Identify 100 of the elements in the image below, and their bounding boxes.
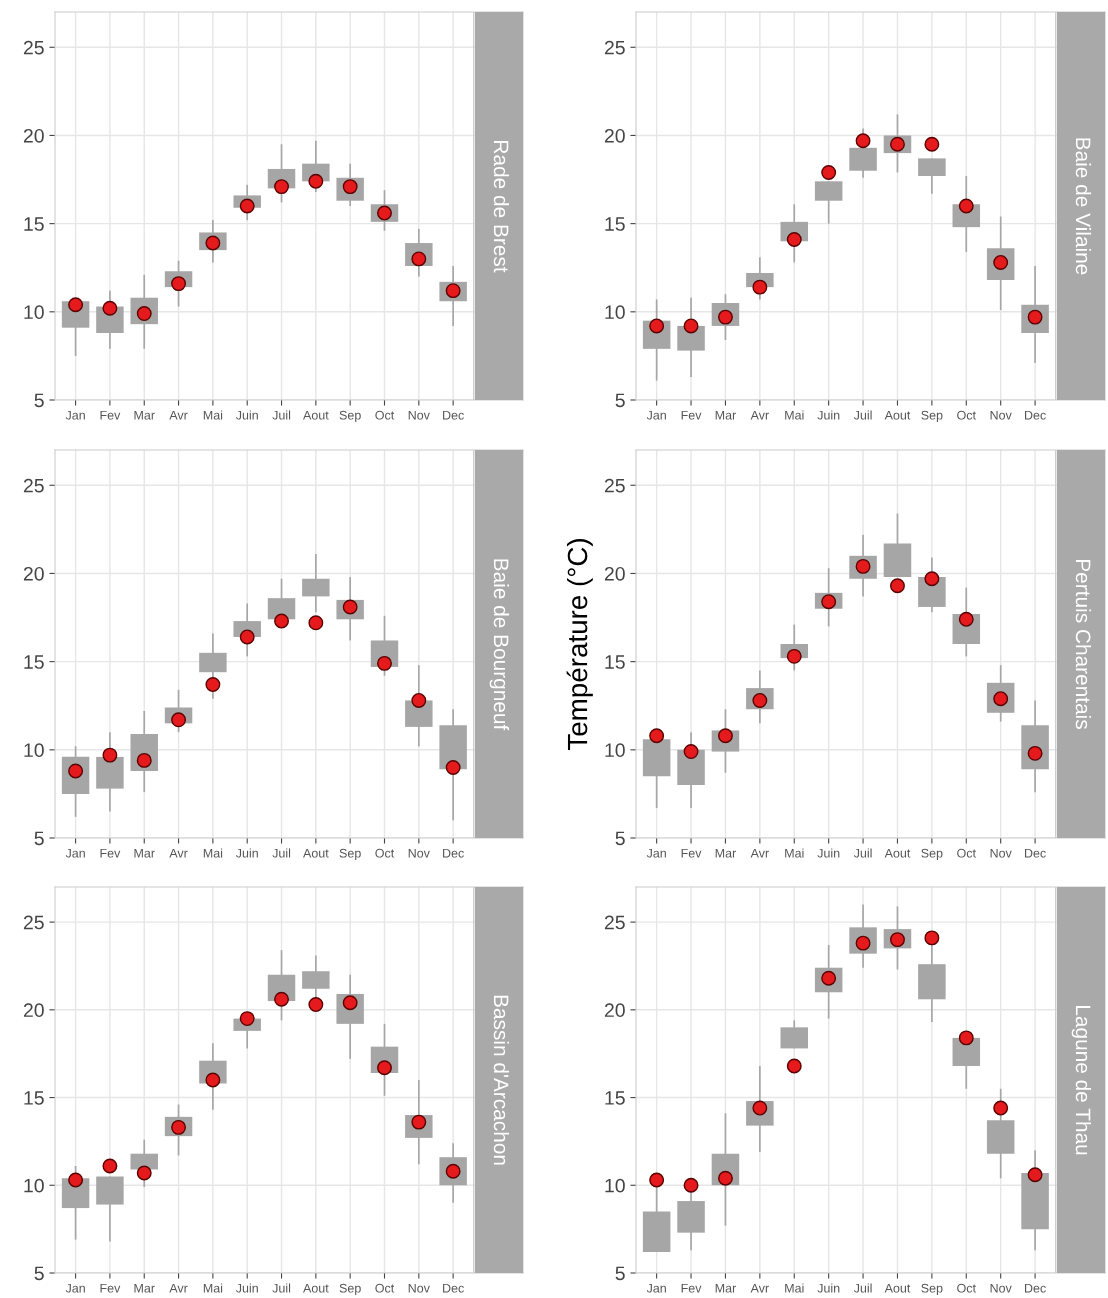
y-tick-label: 10 [605, 743, 625, 758]
x-tick-label: Avr [169, 410, 188, 420]
y-tick-label: 15 [24, 1091, 44, 1105]
point [308, 173, 324, 189]
x-tick-label: Juil [853, 410, 872, 420]
y-tick-label: 20 [604, 1003, 625, 1018]
x-tick-label: Jan [646, 410, 666, 420]
x-tick-label: Aout [303, 848, 329, 858]
x-tick-label: Avr [750, 1283, 769, 1293]
y-tick-label: 5 [615, 1266, 625, 1281]
x-tick-label: Jan [65, 848, 85, 858]
x-tick-label: Mar [134, 848, 155, 858]
x-tick-label: Juin [235, 848, 258, 858]
point [752, 279, 768, 295]
x-tick-label: Nov [990, 1283, 1012, 1293]
x-tick-label: Dec [443, 848, 464, 858]
y-tick-label: 10 [24, 1178, 44, 1193]
y-tick-label: 10 [605, 1178, 625, 1193]
y-tick-label: 10 [605, 305, 625, 320]
x-tick-label: Jan [646, 1283, 666, 1293]
point [855, 133, 871, 149]
x-tick-label: Aout [303, 410, 329, 420]
point [274, 613, 289, 629]
x-tick-label: Mar [715, 1283, 737, 1293]
point [649, 728, 665, 744]
x-tick-label: Sep [339, 848, 361, 861]
text: Pertuis Charentais [1075, 560, 1092, 729]
y-tick-label: 25 [23, 915, 44, 930]
y-tick-label: 15 [605, 217, 625, 231]
y-tick-label: 25 [23, 40, 44, 55]
point [1027, 1167, 1043, 1183]
x-tick-label: Aout [884, 410, 911, 420]
x-tick-label: Sep [339, 410, 361, 423]
point [958, 1030, 974, 1046]
x-tick-label: Mai [203, 410, 223, 420]
x-tick-label: Fev [681, 1283, 702, 1293]
x-tick-label: Oct [375, 848, 395, 858]
y-tick-label: 10 [24, 743, 44, 758]
point [68, 1172, 84, 1188]
point [377, 655, 392, 671]
x-tick-label: Mar [715, 410, 737, 420]
y-tick-label: 5 [615, 831, 625, 846]
y-tick-label: 5 [34, 1266, 44, 1281]
x-tick-label: Aout [884, 1283, 911, 1293]
x-tick-label: Juil [853, 848, 872, 858]
x-tick-label: Oct [375, 410, 395, 420]
x-tick-label: Juil [272, 848, 291, 858]
text: Baie de Vilaine [1075, 138, 1092, 275]
x-tick-label: Oct [957, 410, 976, 420]
point [683, 744, 699, 760]
y-tick-label: 20 [604, 128, 625, 143]
x-tick-label: Juil [853, 1283, 872, 1293]
y-tick-label: 5 [34, 393, 44, 408]
point [239, 1011, 255, 1027]
point [205, 677, 221, 693]
point [649, 318, 665, 334]
point [924, 136, 940, 152]
x-tick-label: Mar [134, 1283, 155, 1293]
point [958, 611, 974, 627]
x-tick-label: Fev [681, 410, 702, 420]
x-tick-label: Mar [134, 410, 155, 420]
point [274, 991, 289, 1007]
point [102, 300, 118, 316]
x-tick-label: Fev [100, 1283, 121, 1293]
x-tick-label: Nov [990, 848, 1012, 858]
x-tick-label: Mai [203, 848, 223, 858]
point [958, 198, 974, 214]
x-tick-label: Juin [235, 1283, 258, 1293]
x-tick-label: Nov [408, 848, 430, 858]
x-tick-label: Mai [785, 1283, 804, 1293]
point [717, 1170, 733, 1186]
y-tick-label: 20 [23, 1003, 44, 1018]
x-tick-label: Sep [921, 410, 943, 423]
x-tick-label: Oct [957, 848, 976, 858]
y-tick-label: 25 [604, 915, 625, 930]
point [821, 165, 837, 180]
y-tick-label: 25 [604, 40, 625, 55]
x-tick-label: Sep [339, 1283, 361, 1296]
x-tick-label: Juin [235, 410, 258, 420]
x-tick-label: Mai [785, 410, 804, 420]
point [786, 648, 802, 664]
x-tick-label: Jan [646, 848, 666, 858]
x-tick-label: Avr [750, 848, 769, 858]
point [924, 930, 940, 946]
point [136, 1165, 152, 1181]
y-tick-label: 15 [24, 217, 44, 231]
y-tick-label: 15 [605, 655, 625, 669]
x-tick-label: Sep [921, 1283, 943, 1296]
point [786, 1058, 802, 1074]
x-tick-label: Dec [1025, 1283, 1046, 1293]
point [411, 692, 427, 708]
x-tick-label: Sep [921, 848, 943, 861]
point [924, 571, 940, 587]
point [68, 297, 84, 313]
x-tick-label: Jan [65, 410, 85, 420]
point [683, 318, 699, 334]
text: Lagune de Thau [1071, 1006, 1092, 1155]
point [890, 578, 905, 594]
y-tick-label: 5 [615, 393, 625, 408]
text: Rade de Brest [493, 141, 510, 273]
